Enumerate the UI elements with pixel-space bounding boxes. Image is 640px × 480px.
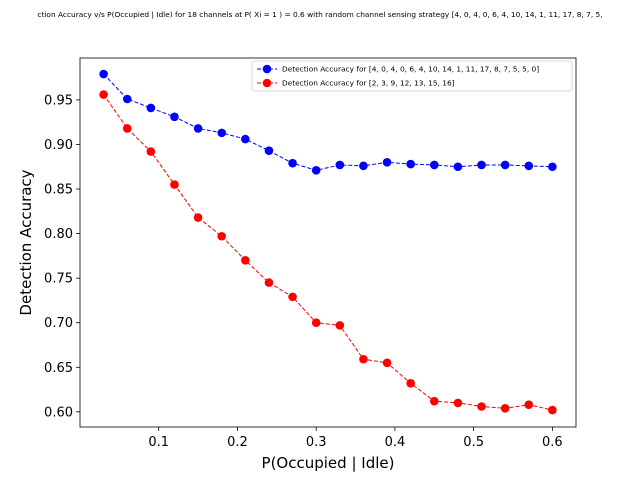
series-1-point	[146, 103, 156, 113]
legend-entry-2: Detection Accuracy for [2, 3, 9, 12, 13,…	[257, 78, 455, 88]
series-1	[99, 69, 557, 175]
y-tick-label: 0.80	[44, 227, 73, 242]
y-axis-label: Detection Accuracy	[17, 169, 35, 315]
series-2-point	[99, 90, 108, 99]
legend-marker-swatch	[262, 78, 272, 88]
series-2	[99, 90, 557, 415]
x-tick-label: 0.5	[463, 435, 484, 450]
series-1-point	[382, 157, 392, 167]
series-2-point	[241, 256, 250, 265]
series-2-point	[429, 396, 439, 406]
axes-frame	[79, 57, 577, 428]
series-1-point	[406, 159, 415, 169]
series-2-point	[122, 124, 132, 133]
series-2-point	[406, 379, 415, 388]
series-1-point	[241, 134, 250, 144]
y-tick-label: 0.60	[44, 405, 73, 420]
y-tick-label: 0.65	[44, 361, 73, 376]
x-tick-label: 0.1	[148, 435, 169, 450]
series-2-point	[548, 405, 557, 415]
x-tick-label: 0.2	[227, 435, 248, 450]
series-2-point	[335, 321, 345, 330]
legend-entries: Detection Accuracy for [4, 0, 4, 0, 6, 4…	[257, 64, 539, 88]
series-1-point	[548, 162, 557, 172]
legend-label: Detection Accuracy for [2, 3, 9, 12, 13,…	[282, 79, 455, 88]
y-tick-label: 0.85	[44, 183, 73, 198]
y-tick-label: 0.70	[44, 316, 73, 331]
series-1-point	[264, 146, 274, 155]
series-1-point	[193, 124, 203, 133]
series-1-point	[477, 160, 486, 170]
y-axis-ticks: 0.60 0.65 0.70 0.75 0.80 0.85 0.90 0.95	[44, 93, 80, 420]
y-tick-label: 0.95	[44, 93, 73, 108]
series-2-point	[500, 403, 510, 413]
series-1-point	[122, 94, 132, 104]
series-2-line	[103, 94, 553, 411]
x-axis-ticks: 0.1 0.2 0.3 0.4 0.5 0.6	[148, 427, 563, 450]
x-tick-label: 0.3	[306, 435, 327, 450]
series-2-point	[217, 231, 227, 241]
series-2-point	[288, 292, 297, 302]
series-1-point	[524, 161, 534, 171]
legend-frame	[251, 60, 573, 92]
y-tick-label: 0.90	[44, 138, 73, 153]
series-1-point	[288, 158, 297, 168]
series-1-point	[359, 161, 368, 171]
chart-title: ction Accuracy v/s P(Occupied | Idle) fo…	[37, 10, 602, 19]
series-2-point	[146, 147, 156, 156]
x-axis-label: P(Occupied | Idle)	[262, 454, 395, 472]
series-2-point	[524, 400, 534, 410]
series-1-point	[311, 166, 321, 175]
series-2-point	[359, 354, 368, 364]
legend-marker-swatch	[262, 64, 272, 74]
legend-label: Detection Accuracy for [4, 0, 4, 0, 6, 4…	[282, 65, 539, 74]
series-1-point	[170, 112, 179, 122]
legend: Detection Accuracy for [4, 0, 4, 0, 6, 4…	[251, 60, 573, 92]
x-tick-label: 0.4	[385, 435, 406, 450]
series-2-point	[311, 318, 321, 328]
series-2-point	[264, 278, 274, 287]
legend-entry-1: Detection Accuracy for [4, 0, 4, 0, 6, 4…	[257, 64, 539, 74]
series-2-point	[477, 402, 486, 411]
series-2-point	[193, 213, 203, 222]
series-2-point	[170, 180, 179, 189]
series-1-point	[335, 160, 345, 170]
x-tick-label: 0.6	[542, 435, 563, 450]
series-2-point	[453, 398, 463, 408]
series-layer	[99, 69, 557, 415]
series-1-point	[429, 160, 439, 170]
series-2-point	[382, 358, 392, 368]
y-tick-label: 0.75	[44, 272, 73, 287]
series-1-point	[500, 160, 510, 170]
series-1-point	[217, 128, 227, 138]
plot-area: 0.1 0.2 0.3 0.4 0.5 0.6 0.600.650.700.750.800…	[44, 57, 577, 450]
series-1-point	[99, 69, 108, 79]
series-1-point	[453, 162, 463, 172]
